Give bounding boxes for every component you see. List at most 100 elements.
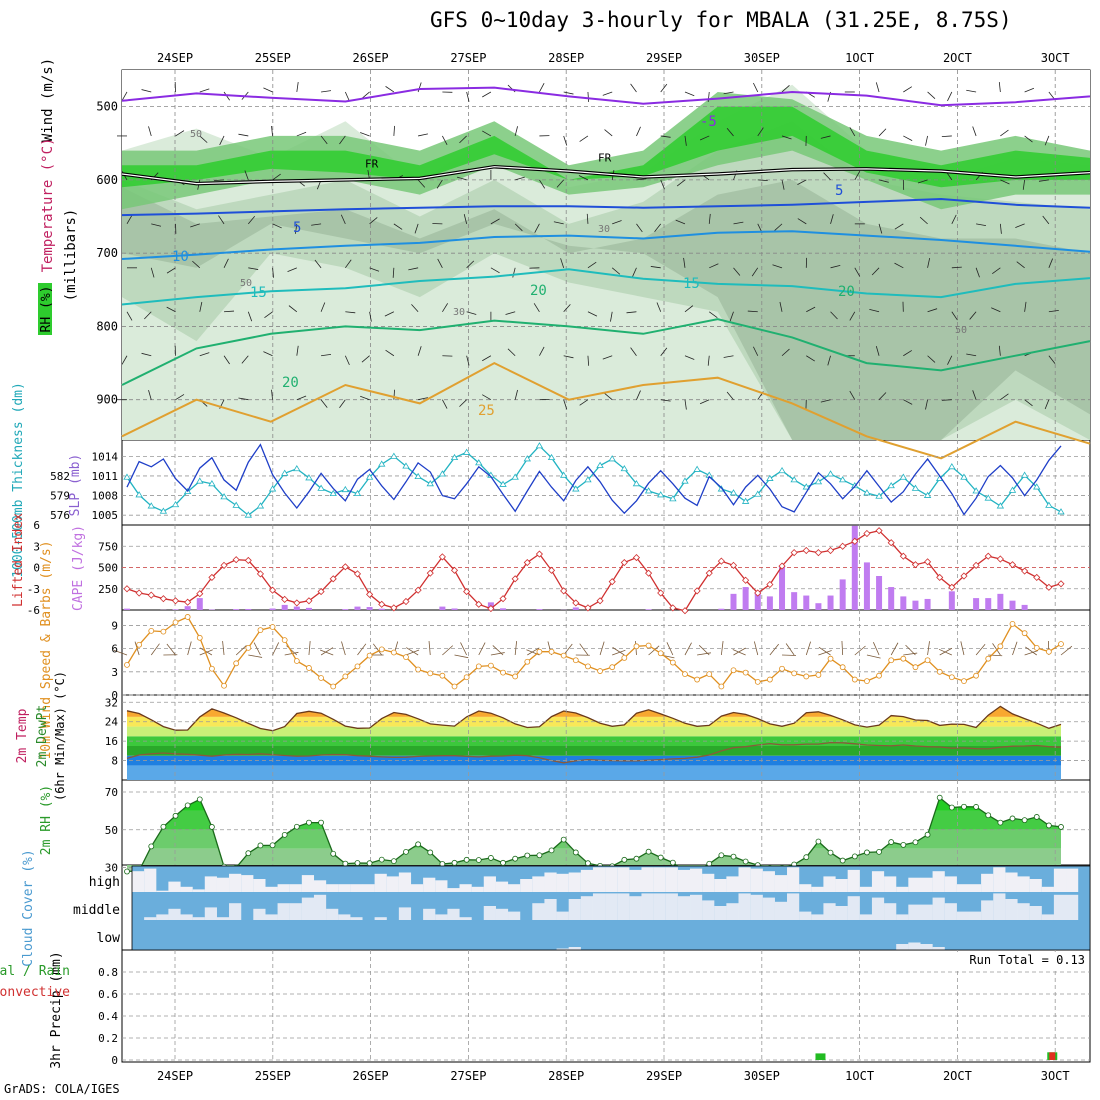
lifted-index-line-point: [523, 558, 531, 567]
wind-speed-label: 10m Wind Speed & Barbs (m/s): [39, 540, 54, 759]
temp-band: [127, 707, 1061, 717]
wind-barb: [392, 267, 395, 278]
lifted-index-line-point: [839, 542, 847, 550]
wind-speed-line-point: [536, 648, 543, 655]
wind-barb: [684, 135, 687, 146]
wind-barb: [683, 257, 686, 268]
rh-line-point: [973, 804, 979, 810]
thickness-line-point: [572, 485, 580, 492]
precip-y-tick: 0.8: [98, 966, 118, 979]
cape-y-tick: 500: [98, 562, 118, 575]
bottom-date-label: 30SEP: [744, 1069, 780, 1083]
thickness-line-point: [280, 469, 289, 476]
cloud-cover-bar: [386, 876, 399, 892]
wind-barb: [418, 133, 428, 137]
cloud-cover-bar: [410, 884, 424, 892]
wind-barb: [648, 645, 660, 656]
thickness-line-point: [305, 474, 313, 481]
rh-line-point: [160, 823, 167, 830]
wind-barb: [1042, 215, 1050, 225]
wind-barb: [579, 135, 589, 142]
thickness-line-point: [378, 460, 386, 467]
wind-barb: [998, 345, 1001, 356]
thickness-line-point: [669, 495, 677, 502]
cape-bar: [124, 608, 130, 610]
wind-speed-line-point: [330, 683, 337, 690]
cape-bar: [912, 600, 919, 610]
wind-barb: [866, 654, 881, 659]
rh-shade-band: [122, 179, 1090, 440]
thickness-line-point: [535, 442, 544, 449]
wind-barb: [999, 223, 1002, 234]
cloud-cover-bar: [144, 917, 157, 920]
wind-barb: [579, 643, 589, 656]
bottom-date-label: 24SEP: [157, 1069, 193, 1083]
wind-speed-line-point: [378, 646, 385, 653]
wind-barb: [490, 267, 500, 274]
cloud-cover-bar: [483, 906, 496, 920]
wind-y-tick: 6: [111, 643, 118, 656]
cloud-cover-bar: [799, 884, 812, 892]
wind-barb: [875, 346, 880, 356]
cloud-cover-bar: [241, 875, 254, 892]
wind-barb: [610, 311, 613, 322]
wind-barb: [903, 652, 918, 656]
rh-line-point: [560, 836, 567, 843]
rh-contour-label: 50: [190, 129, 202, 140]
thickness-line-point: [1033, 483, 1041, 490]
rh-line-point: [512, 855, 519, 862]
upper-air-layer: FR FR -5 5 5 10 15 15 20 20 20 25 50 50 30 30 50: [117, 70, 1091, 460]
wind-speed-line-point: [609, 664, 616, 671]
upper-label-millibars: (millibars): [63, 209, 79, 302]
thickness-line-point: [838, 476, 847, 483]
top-date-label: 28SEP: [548, 51, 584, 65]
lifted-index-line-point: [390, 604, 398, 612]
lifted-index-line-point: [232, 556, 240, 564]
wind-barb: [361, 355, 370, 363]
wind-barb: [925, 135, 928, 146]
temp-band: [127, 765, 1061, 780]
cape-bar: [730, 593, 737, 610]
lifted-index-line-point: [487, 605, 495, 613]
rh-line-point: [864, 849, 870, 856]
wind-barb: [369, 217, 378, 225]
wind-barb: [660, 179, 665, 190]
wind-barb: [199, 647, 213, 656]
lifted-index-line-point: [341, 563, 349, 571]
wind-barb: [941, 135, 952, 138]
wind-barb: [587, 311, 598, 317]
wind-speed-line-point: [281, 637, 288, 644]
isotherm-label: 10: [172, 249, 189, 265]
wind-barb: [454, 654, 469, 659]
wind-barb: [650, 266, 661, 269]
lifted-index-line-point: [778, 562, 786, 570]
wind-barb: [636, 126, 641, 137]
wind-barb: [675, 219, 686, 225]
thickness-line-point: [220, 493, 228, 500]
wind-barb: [849, 390, 856, 400]
wind-barb: [505, 311, 516, 315]
wind-barb: [894, 262, 904, 269]
thickness-line-point: [766, 474, 774, 481]
cloud-cover-bar: [714, 906, 727, 920]
wind-speed-line-point: [851, 676, 858, 683]
thickness-line-point: [135, 491, 143, 498]
rh-line-point: [257, 842, 264, 849]
wind-barb: [238, 397, 249, 401]
cloud-cover-bar: [580, 869, 594, 892]
wind-barb: [849, 311, 856, 321]
cape-bar: [791, 592, 798, 610]
wind-barb: [708, 213, 711, 224]
wind-barb: [553, 221, 564, 225]
cape-bar: [888, 587, 895, 610]
bottom-date-label: 25SEP: [255, 1069, 291, 1083]
wind-barb: [436, 179, 443, 189]
upper-label-rh: RH (%): [39, 286, 54, 333]
lifted-index-line-point: [802, 546, 810, 555]
wind-barb: [406, 647, 419, 656]
top-date-label: 30SEP: [744, 51, 780, 65]
wind-speed-line-point: [621, 655, 628, 661]
slp-y-tick: 1008: [92, 490, 119, 503]
wind-barb: [360, 132, 370, 137]
rh-line-point: [330, 850, 337, 857]
